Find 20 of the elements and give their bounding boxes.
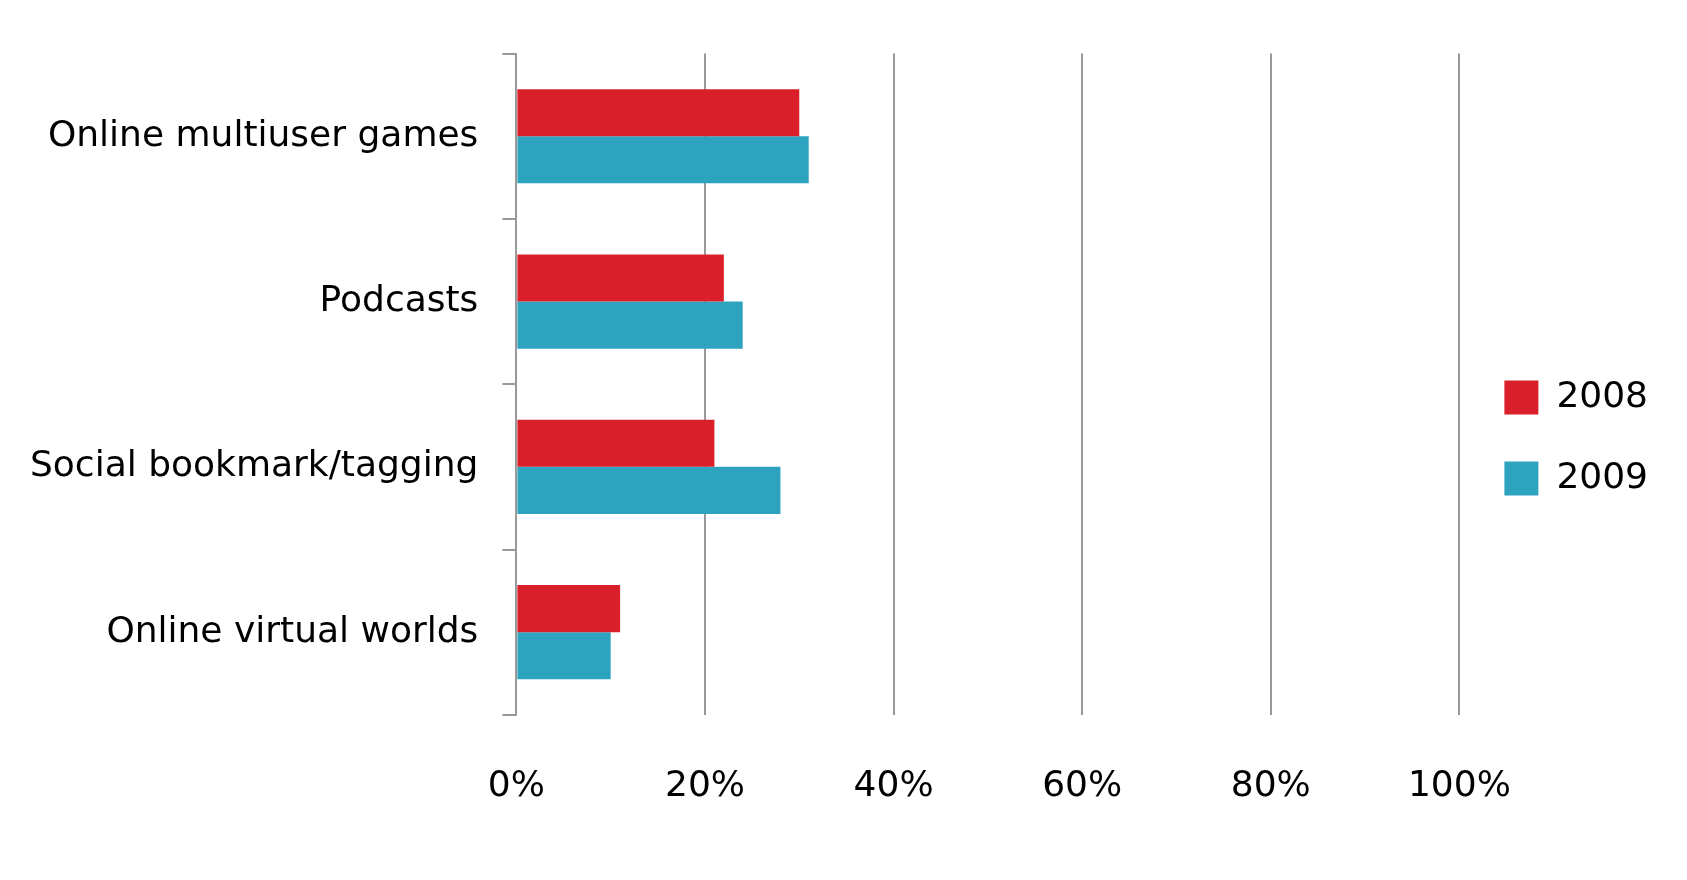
bar bbox=[517, 466, 781, 514]
y-tick-label: Online virtual worlds bbox=[106, 608, 479, 650]
y-tick-label: Podcasts bbox=[319, 277, 479, 319]
bar bbox=[517, 419, 715, 467]
x-tick-label: 60% bbox=[1042, 762, 1123, 804]
bar bbox=[517, 254, 724, 302]
legend-label: 2009 bbox=[1556, 454, 1649, 496]
bar bbox=[517, 585, 621, 633]
x-tick-label: 20% bbox=[664, 762, 745, 804]
y-tick-label: Online multiuser games bbox=[47, 112, 479, 154]
bar bbox=[517, 89, 800, 137]
y-tick-label: Social bookmark/tagging bbox=[29, 443, 479, 485]
x-tick-label: 80% bbox=[1230, 762, 1311, 804]
x-tick-label: 100% bbox=[1407, 762, 1511, 804]
bar bbox=[517, 632, 611, 680]
x-tick-label: 40% bbox=[853, 762, 934, 804]
bar bbox=[517, 136, 809, 184]
bar bbox=[517, 301, 743, 349]
x-tick-label: 0% bbox=[487, 762, 545, 804]
legend-label: 2008 bbox=[1556, 373, 1649, 415]
